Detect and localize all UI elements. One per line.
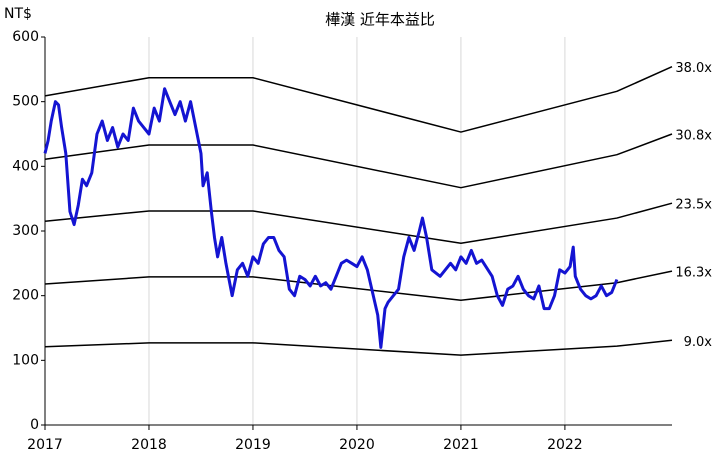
x-tick-label: 2021 bbox=[443, 437, 479, 453]
y-tick-label: 200 bbox=[12, 288, 39, 304]
x-tick-label: 2022 bbox=[547, 437, 583, 453]
series-label: 38.0x bbox=[675, 61, 712, 76]
series-line bbox=[43, 87, 619, 349]
chart-title: 樺漢 近年本益比 bbox=[325, 11, 435, 29]
series-label: 16.3x bbox=[675, 266, 712, 281]
x-tick-label: 2018 bbox=[131, 437, 167, 453]
y-tick-label: 600 bbox=[12, 29, 39, 45]
y-tick-label: 500 bbox=[12, 94, 39, 110]
series-line bbox=[44, 66, 673, 133]
series-label: 23.5x bbox=[675, 198, 712, 213]
series-line bbox=[44, 133, 673, 189]
y-tick-label: 300 bbox=[12, 223, 39, 239]
x-tick-label: 2017 bbox=[27, 437, 63, 453]
series-line bbox=[44, 339, 673, 356]
x-tick-label: 2019 bbox=[235, 437, 271, 453]
y-axis-label: NT$ bbox=[4, 6, 32, 22]
series-line bbox=[44, 270, 673, 301]
series-label: 9.0x bbox=[684, 335, 713, 350]
series-label: 30.8x bbox=[675, 129, 712, 144]
y-tick-label: 400 bbox=[12, 158, 39, 174]
y-tick-label: 0 bbox=[30, 417, 39, 433]
x-tick-label: 2020 bbox=[339, 437, 375, 453]
y-tick-label: 100 bbox=[12, 352, 39, 368]
series-line bbox=[44, 202, 673, 245]
